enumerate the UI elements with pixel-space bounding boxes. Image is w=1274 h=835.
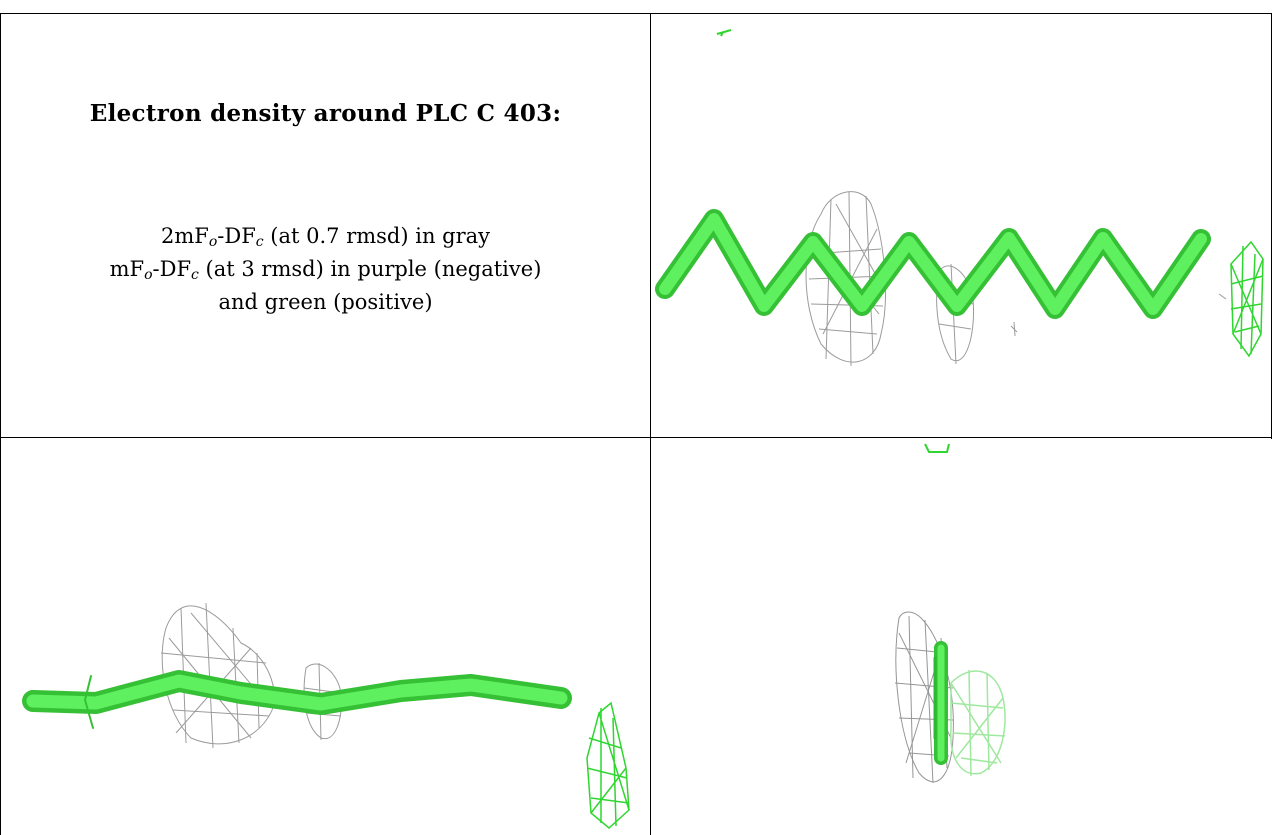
frame-border-left (0, 13, 1, 835)
molecule-render-bottom-left (22, 602, 630, 829)
density-view-bottom-right (651, 438, 1272, 835)
green-mesh-fragment-top-icon (924, 443, 950, 453)
green-mesh-right-icon (586, 701, 630, 829)
frame-border-top (0, 13, 1272, 14)
frame-divider-vertical (650, 13, 651, 835)
green-mesh-right-icon (1230, 240, 1264, 358)
legend-line-3: and green (positive) (218, 290, 433, 314)
density-view-top-right (651, 14, 1271, 437)
green-mesh-fragment-top-icon (716, 29, 732, 37)
ligand-stick-icon (655, 209, 1211, 319)
legend-text: 2mFo-DFc (at 0.7 rmsd) in gray mFo-DFc (… (1, 220, 650, 319)
frame-border-right (1271, 13, 1272, 439)
legend-line-2: mFo-DFc (at 3 rmsd) in purple (negative) (109, 257, 542, 283)
caption-cell: Electron density around PLC C 403: 2mFo-… (1, 14, 650, 437)
ligand-stick-icon (22, 670, 572, 729)
molecule-render-bottom-right (894, 443, 1006, 784)
molecule-render-top-right (655, 29, 1264, 367)
ligand-stick-icon (933, 641, 948, 765)
density-view-bottom-left (1, 438, 650, 835)
figure-title: Electron density around PLC C 403: (89, 100, 562, 127)
frame-divider-horizontal (0, 437, 1272, 438)
figure-frame: Electron density around PLC C 403: 2mFo-… (0, 13, 1272, 835)
legend-line-1: 2mFo-DFc (at 0.7 rmsd) in gray (160, 224, 491, 250)
green-mesh-faint-icon (950, 669, 1006, 777)
